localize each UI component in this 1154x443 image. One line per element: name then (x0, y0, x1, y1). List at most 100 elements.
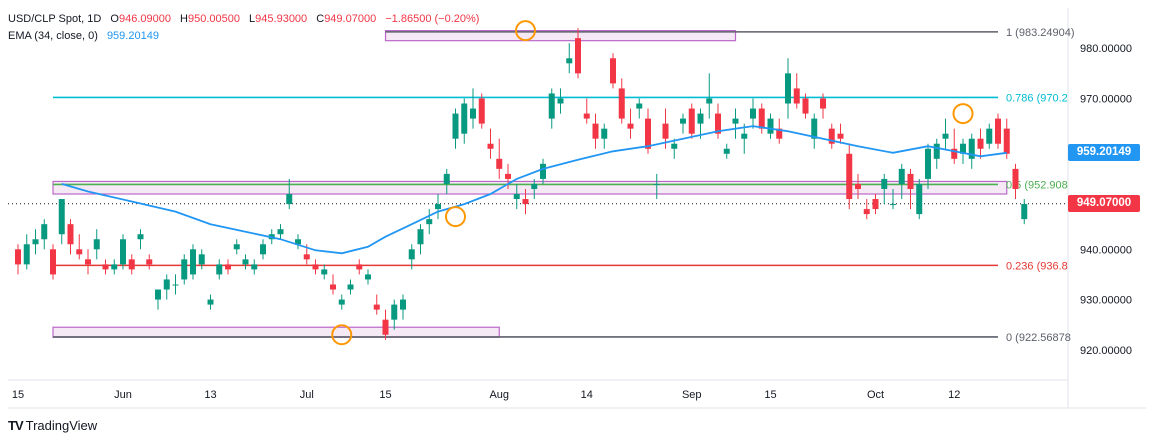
x-tick-label: Jun (114, 389, 132, 401)
candle-body (155, 289, 161, 300)
x-tick-label: Oct (867, 389, 884, 401)
candle-body (356, 264, 363, 270)
candle-body (697, 113, 704, 124)
candle-body (312, 264, 319, 270)
candle-body (76, 249, 83, 255)
candle-body (286, 194, 293, 205)
candle-body (373, 304, 380, 310)
candle-body (522, 199, 529, 205)
candle-body (715, 113, 721, 134)
candle-body (67, 224, 74, 245)
markers-layer (331, 20, 974, 346)
marker-right (952, 103, 974, 125)
x-tick-label: Aug (489, 389, 509, 401)
candle-body (321, 269, 328, 275)
low-value: 945.93000 (255, 13, 308, 25)
candle-body (592, 123, 599, 139)
marker-top (515, 20, 536, 42)
candle-body (951, 148, 958, 159)
candle-body (767, 118, 774, 134)
candle-body (557, 98, 564, 104)
candle-body (907, 173, 914, 189)
symbol-title: USD/CLP Spot, 1D (8, 13, 102, 25)
candle-body (881, 178, 888, 189)
candle-body (163, 279, 170, 290)
open-label: O (110, 13, 119, 25)
candle-body (986, 128, 993, 144)
candle-body (225, 264, 231, 270)
candle-body (295, 239, 301, 245)
fib-label: 1 (983.24904) (1006, 27, 1075, 39)
candle-body (811, 118, 818, 139)
x-tick-label: Jul (300, 389, 314, 401)
candle-body (102, 264, 109, 270)
candle-body (347, 284, 354, 290)
x-tick-label: 15 (379, 389, 391, 401)
candle-body (977, 138, 984, 149)
x-tick-label: 15 (764, 389, 776, 401)
candle-body (968, 138, 975, 159)
candle-body (251, 264, 258, 270)
candle-body (32, 239, 39, 245)
candle-body (960, 143, 966, 154)
candle-body (671, 143, 678, 149)
candle-body (452, 113, 459, 139)
x-tick-label: 13 (204, 389, 216, 401)
candle-body (995, 118, 1001, 144)
candle-body (802, 98, 809, 114)
fib-label: 0 (922.56878 (1006, 332, 1071, 344)
x-tick-label: Sep (682, 389, 702, 401)
candle-body (277, 229, 284, 235)
candle-body (575, 38, 581, 74)
tradingview-logo-icon: TV (8, 418, 24, 433)
candle-body (120, 239, 126, 265)
marker-mid (445, 206, 466, 228)
candle-body (172, 284, 179, 286)
candle-body (1021, 204, 1028, 220)
high-label: H (180, 13, 188, 25)
candle-body (758, 108, 765, 129)
candle-body (478, 98, 485, 124)
candle-body (785, 73, 791, 104)
candle-body (111, 264, 118, 270)
fib-label: 0.236 (936.8 (1006, 260, 1068, 272)
candle-body (723, 148, 730, 154)
candle-body (837, 133, 844, 139)
candle-body (1003, 128, 1010, 154)
candle-body (1012, 168, 1019, 189)
candle-body (942, 133, 949, 139)
candle-body (925, 148, 931, 179)
candle-body (461, 103, 468, 134)
last-price-tag: 949.07000 (1068, 195, 1140, 213)
symbol-legend: USD/CLP Spot, 1D O946.09000 H950.00500 L… (8, 13, 485, 25)
candle-body (618, 88, 625, 119)
marker-bottom (331, 324, 353, 346)
ema-layer (61, 125, 1007, 255)
fib-label: 0.786 (970.2 (1006, 92, 1068, 104)
low-label: L (249, 13, 256, 25)
high-value: 950.00500 (187, 13, 240, 25)
candle-body (391, 304, 398, 320)
close-value: 949.07000 (324, 13, 377, 25)
candle-body (750, 108, 756, 119)
y-tick-label: 970.00000 (1080, 93, 1132, 105)
ema-price-tag: 959.20149 (1068, 144, 1140, 162)
x-tick-label: 14 (581, 389, 593, 401)
candle-body (338, 299, 345, 305)
candle-body (688, 108, 695, 134)
candle-body (505, 173, 511, 179)
candle-body (732, 118, 739, 124)
top-zone (384, 30, 737, 42)
candle-body (435, 204, 441, 210)
candle-body (426, 219, 433, 225)
candle-body (890, 204, 896, 206)
x-tick-label: 15 (12, 389, 24, 401)
candle-body (233, 244, 240, 250)
candle-body (513, 194, 520, 200)
ema-legend: EMA (34, close, 0) 959.20149 (8, 30, 165, 42)
candle-body (662, 123, 669, 139)
candle-body (610, 58, 616, 84)
ema-line (61, 125, 1007, 255)
candle-body (496, 158, 503, 169)
